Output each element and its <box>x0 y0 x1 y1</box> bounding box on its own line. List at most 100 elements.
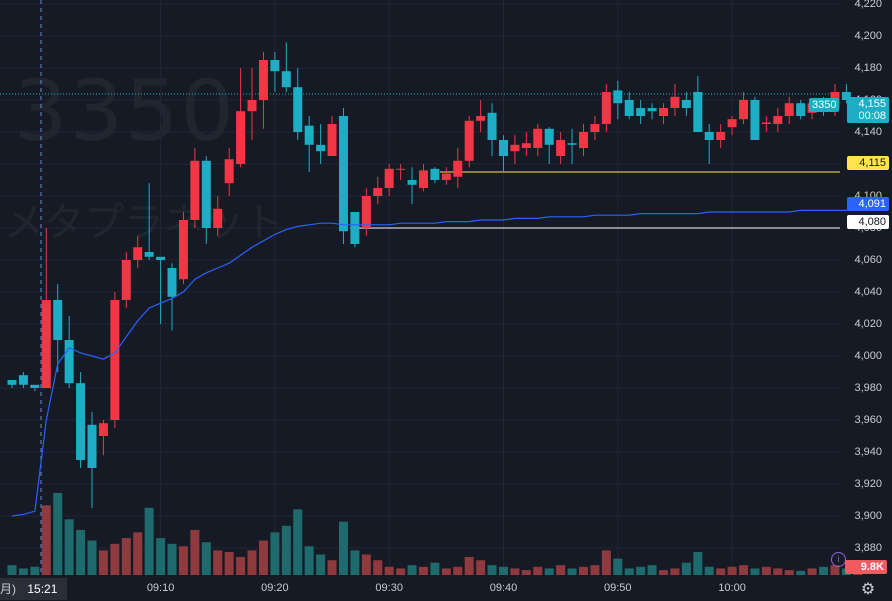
last-price-value: 4,155 <box>858 98 886 110</box>
volume-bar <box>350 550 360 575</box>
candle-body <box>647 108 657 112</box>
candle-body <box>167 268 177 297</box>
volume-bar <box>144 507 154 575</box>
candle-body <box>590 124 600 132</box>
candle-body <box>716 132 726 140</box>
volume-bar <box>727 566 737 575</box>
time-tick-label: 10:00 <box>718 582 746 594</box>
candle-body <box>841 92 851 100</box>
volume-bar <box>487 565 497 575</box>
volume-bar <box>704 566 714 575</box>
volume-bar <box>224 552 234 575</box>
candle-body <box>270 60 280 72</box>
candle-body <box>704 132 714 140</box>
candle-body <box>670 96 680 108</box>
volume-bar <box>190 529 200 575</box>
vwap-line <box>11 209 858 517</box>
price-tick-label: 4,040 <box>854 286 882 298</box>
candle-body <box>236 111 246 164</box>
candle-body <box>498 140 508 156</box>
volume-bar <box>624 568 634 575</box>
time-tick-label: 09:20 <box>261 582 289 594</box>
candle-body <box>64 340 74 384</box>
volume-bar <box>521 570 531 575</box>
candle-body <box>384 168 394 188</box>
candle-body <box>567 143 577 145</box>
price-tick-label: 3,880 <box>854 542 882 554</box>
time-tick-label: 09:50 <box>604 582 632 594</box>
volume-bar <box>293 509 303 575</box>
candle-body <box>87 424 97 468</box>
candle-body <box>110 300 120 420</box>
candle-body <box>739 100 749 120</box>
vwap-tag: 4,091 <box>847 197 889 211</box>
price-tick-label: 4,200 <box>854 30 882 42</box>
price-tick-label: 4,180 <box>854 62 882 74</box>
volume-bar <box>761 566 771 575</box>
volume-bar <box>659 570 669 575</box>
volume-bar <box>201 542 211 575</box>
candle-body <box>727 119 737 128</box>
candle-body <box>453 160 463 177</box>
candle-body <box>430 168 440 180</box>
volume-bar <box>18 568 28 575</box>
volume-bar <box>64 519 74 575</box>
candle-body <box>796 103 806 116</box>
volume-bar <box>636 566 646 575</box>
candle-body <box>521 143 531 148</box>
volume-bar <box>464 556 474 575</box>
candle-body <box>338 116 348 232</box>
volume-bar <box>670 568 680 575</box>
candle-body <box>304 125 314 145</box>
volume-bar <box>338 521 348 575</box>
volume-bar <box>556 565 566 575</box>
volume-bar <box>510 568 520 575</box>
candle-body <box>613 90 623 104</box>
candle-body <box>121 260 131 300</box>
volume-bar <box>476 560 486 575</box>
price-tick-label: 3,980 <box>854 382 882 394</box>
gear-icon[interactable]: ⚙ <box>860 581 876 598</box>
candle-body <box>373 188 383 196</box>
candle-body <box>41 300 51 388</box>
price-tick-label: 4,000 <box>854 350 882 362</box>
volume-bar <box>430 562 440 575</box>
volume-bar <box>750 568 760 575</box>
volume-bar <box>373 560 383 575</box>
candle-body <box>361 196 371 228</box>
volume-bar <box>396 568 406 575</box>
volume-bar <box>178 546 188 575</box>
crosshair-time-badge: 月) 15:21 <box>0 578 68 600</box>
candle-body <box>144 252 154 257</box>
candle-body <box>190 160 200 220</box>
time-tick-label: 09:10 <box>146 582 175 594</box>
volume-bar <box>830 565 840 575</box>
volume-bar <box>498 566 508 575</box>
volume-indicator-icon[interactable]: i <box>831 552 846 567</box>
level-tag-4080: 4,080 <box>847 215 889 229</box>
volume-bar <box>544 568 554 575</box>
candle-body <box>316 144 326 152</box>
candle-body <box>533 128 543 148</box>
volume-bar <box>384 566 394 575</box>
bar-countdown: 00:08 <box>858 110 886 122</box>
volume-bar <box>30 566 40 575</box>
volume-bar <box>53 493 63 575</box>
candle-body <box>510 144 520 152</box>
volume-bar <box>247 550 257 575</box>
candle-body <box>407 180 417 185</box>
candle-body <box>18 375 28 385</box>
volume-bar <box>441 568 451 575</box>
candle-body <box>30 384 40 388</box>
volume-bar <box>819 566 829 575</box>
volume-value-tag: 9.8K <box>845 560 887 574</box>
volume-bar <box>7 565 17 575</box>
time-tick-label: 09:30 <box>375 582 403 594</box>
candle-body <box>98 423 108 436</box>
candle-body <box>213 208 223 228</box>
candle-body <box>487 112 497 140</box>
candle-body <box>396 168 406 170</box>
volume-bar <box>361 554 371 575</box>
